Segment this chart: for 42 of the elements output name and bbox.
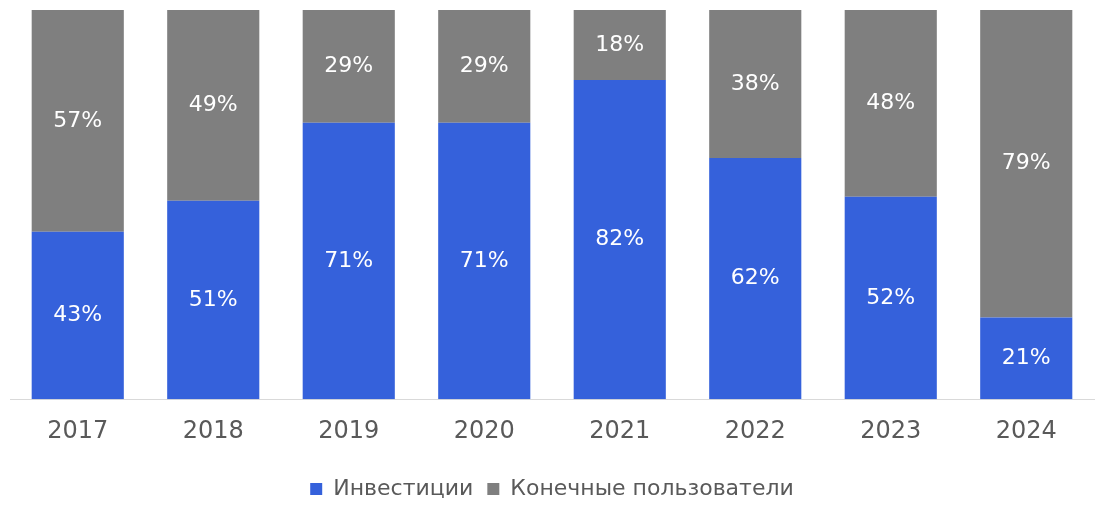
- bar: [438, 122, 531, 400]
- data-label: 51%: [188, 285, 238, 311]
- bar: [709, 157, 802, 400]
- bar: [844, 196, 937, 400]
- x-tick-label: 2017: [47, 415, 109, 444]
- bar: [844, 10, 937, 197]
- data-label: 43%: [53, 301, 103, 327]
- data-label: 79%: [1001, 149, 1051, 175]
- bar: [573, 80, 666, 400]
- bar: [980, 317, 1073, 400]
- data-label: 49%: [188, 91, 238, 117]
- data-label: 52%: [866, 283, 916, 309]
- x-tick-label: 2021: [589, 415, 651, 444]
- bar: [573, 10, 666, 81]
- data-label: 82%: [595, 225, 645, 251]
- bar: [31, 10, 124, 232]
- bar: [31, 231, 124, 400]
- bar: [302, 10, 395, 123]
- data-label: 38%: [730, 69, 780, 95]
- x-tick-label: 2018: [182, 415, 244, 444]
- data-label: 18%: [595, 30, 645, 56]
- data-label: 29%: [324, 52, 374, 78]
- data-label: 71%: [459, 246, 509, 272]
- x-tick-label: 2020: [453, 415, 515, 444]
- x-tick-label: 2019: [318, 415, 380, 444]
- data-label: 62%: [730, 264, 780, 290]
- legend-label: Конечные пользователи: [510, 474, 794, 500]
- bar: [980, 10, 1073, 318]
- x-tick-label: 2024: [995, 415, 1057, 444]
- data-label: 48%: [866, 89, 916, 115]
- data-label: 71%: [324, 246, 374, 272]
- bar: [302, 122, 395, 400]
- bar: [438, 10, 531, 123]
- x-tick-label: 2023: [860, 415, 922, 444]
- legend-label: Инвестиции: [333, 474, 474, 500]
- x-tick-label: 2022: [724, 415, 786, 444]
- data-label: 57%: [53, 106, 103, 132]
- bar: [709, 10, 802, 158]
- data-label: 29%: [459, 52, 509, 78]
- bar: [167, 200, 260, 400]
- bar: [167, 10, 260, 201]
- data-label: 21%: [1001, 344, 1051, 370]
